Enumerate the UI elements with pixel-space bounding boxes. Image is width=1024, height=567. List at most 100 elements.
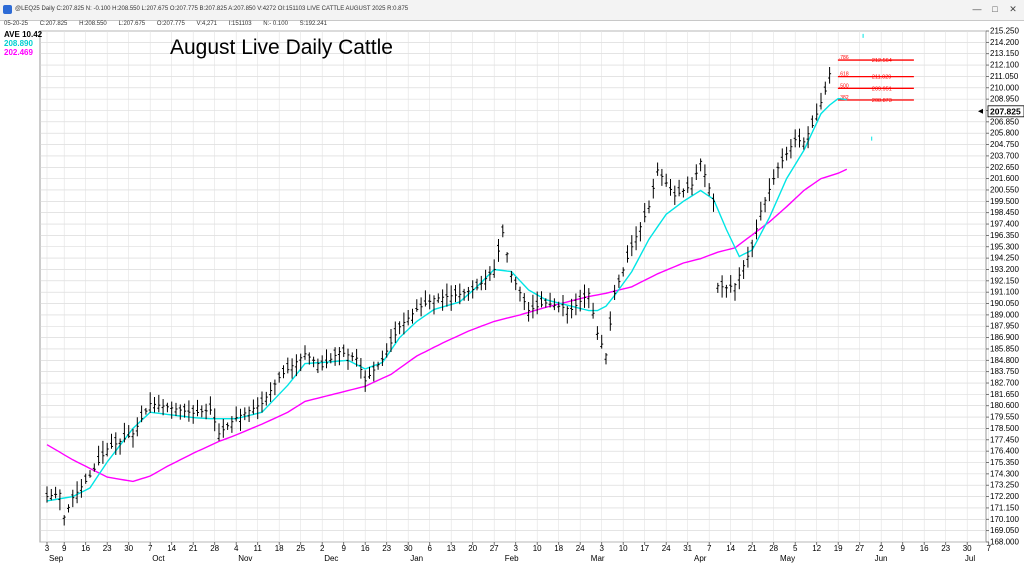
y-tick-label: 169.050	[990, 526, 1019, 535]
x-day-label: 20	[468, 544, 477, 553]
x-day-label: 31	[683, 544, 692, 553]
x-month-label: Oct	[152, 554, 165, 563]
y-tick-label: 180.600	[990, 401, 1019, 410]
y-tick-label: 193.200	[990, 265, 1019, 274]
last-price-label: 207.825	[990, 106, 1021, 116]
y-tick-label: 192.150	[990, 276, 1019, 285]
gridlines	[39, 30, 990, 543]
x-month-label: May	[780, 554, 795, 563]
y-tick-label: 208.950	[990, 95, 1019, 104]
info-low: L:207.675	[118, 21, 146, 27]
minimize-button[interactable]: —	[972, 4, 982, 14]
last-price-pointer	[978, 108, 983, 114]
y-tick-label: 178.500	[990, 424, 1019, 433]
y-tick-label: 186.900	[990, 333, 1019, 342]
x-day-label: 25	[296, 544, 305, 553]
y-tick-label: 200.550	[990, 185, 1019, 194]
ma-header: AVE 10.42	[4, 30, 42, 39]
y-tick-label: 203.700	[990, 151, 1019, 160]
x-day-label: 28	[210, 544, 219, 553]
info-net: N:- 0.100	[263, 21, 288, 27]
y-tick-label: 168.000	[990, 538, 1019, 547]
x-day-label: 17	[640, 544, 649, 553]
y-tick-label: 170.100	[990, 515, 1019, 524]
fib-value-label: 211.029	[872, 75, 891, 81]
x-day-label: 21	[189, 544, 198, 553]
y-tick-label: 191.100	[990, 288, 1019, 297]
y-tick-label: 205.800	[990, 129, 1019, 138]
chart-title: August Live Daily Cattle	[170, 36, 393, 59]
x-day-label: 7	[986, 544, 991, 553]
fib-value-label: 208.873	[872, 98, 892, 104]
y-tick-label: 190.050	[990, 299, 1019, 308]
y-tick-label: 199.500	[990, 197, 1019, 206]
x-day-label: 14	[726, 544, 735, 553]
x-day-label: 18	[554, 544, 563, 553]
x-day-label: 23	[941, 544, 950, 553]
slow-ma-line	[46, 168, 848, 483]
app-icon	[3, 5, 12, 14]
y-tick-label: 182.700	[990, 379, 1019, 388]
x-month-label: Feb	[505, 554, 519, 563]
x-day-label: 3	[599, 544, 604, 553]
slow-ma-layer	[46, 168, 848, 483]
x-day-label: 7	[148, 544, 153, 553]
y-tick-label: 179.550	[990, 413, 1019, 422]
y-tick-label: 213.150	[990, 49, 1019, 58]
y-tick-label: 195.300	[990, 242, 1019, 251]
y-tick-label: 196.350	[990, 231, 1019, 240]
x-day-label: 9	[341, 544, 346, 553]
x-day-label: 3	[513, 544, 518, 553]
x-day-label: 7	[707, 544, 712, 553]
x-month-label: Dec	[324, 554, 338, 563]
fast-ma-value: 208.890	[4, 39, 33, 48]
y-tick-label: 212.100	[990, 61, 1019, 70]
x-month-label: Nov	[238, 554, 252, 563]
x-day-label: 6	[427, 544, 432, 553]
y-tick-label: 189.000	[990, 310, 1019, 319]
window-title-bar: @LEQ25 Daily C:207.825 N: -0.100 H:208.5…	[0, 0, 1024, 21]
y-tick-label: 171.150	[990, 503, 1019, 512]
x-day-label: 3	[45, 544, 50, 553]
y-tick-label: 201.600	[990, 174, 1019, 183]
ma-name: AVE	[4, 30, 20, 39]
x-day-label: 24	[576, 544, 585, 553]
window-title: @LEQ25 Daily C:207.825 N: -0.100 H:208.5…	[15, 6, 409, 12]
info-volume: V:4,271	[196, 21, 217, 27]
y-tick-label: 177.450	[990, 435, 1019, 444]
x-day-label: 30	[124, 544, 133, 553]
y-tick-label: 185.850	[990, 344, 1019, 353]
y-tick-label: 187.950	[990, 322, 1019, 331]
x-day-label: 10	[533, 544, 542, 553]
x-day-label: 9	[62, 544, 67, 553]
x-day-label: 2	[320, 544, 325, 553]
x-day-label: 14	[167, 544, 176, 553]
info-high: H:208.550	[79, 21, 107, 27]
x-day-label: 9	[900, 544, 905, 553]
y-tick-label: 176.400	[990, 447, 1019, 456]
x-day-label: 16	[361, 544, 370, 553]
x-day-label: 28	[769, 544, 778, 553]
x-day-label: 11	[254, 544, 263, 553]
close-button[interactable]: ✕	[1009, 4, 1017, 14]
x-day-label: 18	[275, 544, 284, 553]
last-price-tag	[987, 105, 1024, 118]
x-month-label: Jul	[965, 554, 975, 563]
x-day-label: 2	[879, 544, 884, 553]
slow-ma-value: 202.469	[4, 48, 33, 57]
y-tick-label: 214.200	[990, 38, 1019, 47]
y-tick-label: 181.650	[990, 390, 1019, 399]
y-axis: 215.250 214.200 213.150 212.100 211.050 210.0…	[986, 27, 1019, 547]
fib-ratio-label: .618	[839, 72, 849, 78]
x-day-label: 24	[662, 544, 671, 553]
maximize-button[interactable]: □	[992, 4, 998, 14]
x-day-label: 30	[404, 544, 413, 553]
x-day-label: 10	[619, 544, 628, 553]
x-month-label: Jun	[875, 554, 888, 563]
info-s: S:192.241	[299, 21, 327, 27]
y-tick-label: 184.800	[990, 356, 1019, 365]
x-day-label: 30	[963, 544, 972, 553]
y-tick-label: 173.250	[990, 481, 1019, 490]
y-tick-label: 204.750	[990, 140, 1019, 149]
